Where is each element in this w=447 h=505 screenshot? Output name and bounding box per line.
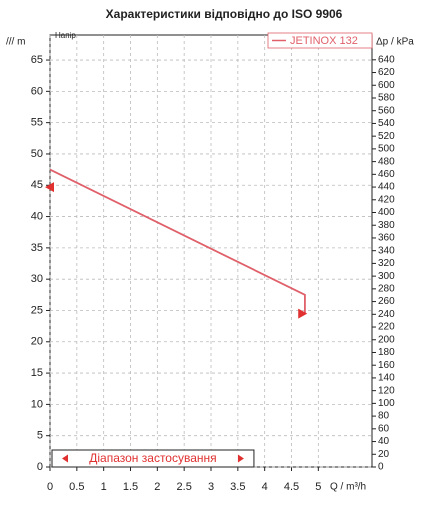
y2-tick-label: 220 — [378, 322, 395, 333]
y2-tick-label: 0 — [378, 462, 384, 473]
y2-tick-label: 160 — [378, 360, 395, 371]
y2-tick-label: 580 — [378, 93, 395, 104]
range-box — [51, 449, 255, 468]
operating-marker — [45, 182, 54, 193]
series-line — [49, 168, 306, 314]
y-tick-label: 55 — [31, 117, 43, 129]
y2-tick-label: 640 — [378, 54, 395, 65]
y2-tick-label: 40 — [378, 436, 390, 447]
y-axis-note: Напір — [55, 31, 76, 40]
legend-box — [267, 32, 373, 49]
y2-tick-label: 300 — [378, 271, 395, 282]
y2-tick-label: 420 — [378, 194, 395, 205]
y-tick-label: 50 — [31, 148, 43, 160]
y-tick-label: 30 — [31, 273, 43, 285]
y2-tick-label: 560 — [378, 105, 395, 116]
x-tick-label: 3.5 — [230, 481, 245, 493]
x-tick-label: 4 — [262, 481, 268, 493]
y-tick-label: 5 — [37, 430, 43, 442]
y-axis-label: /// m — [6, 37, 25, 48]
y-tick-label: 20 — [31, 336, 43, 348]
legend-label: JETINOX 132 — [290, 35, 358, 47]
range-arrow — [62, 454, 68, 463]
y-tick-label: 65 — [31, 54, 43, 66]
y-tick-label: 25 — [31, 304, 43, 316]
y2-tick-label: 440 — [378, 182, 395, 193]
y-tick-label: 45 — [31, 179, 43, 191]
y2-tick-label: 120 — [378, 385, 395, 396]
y2-tick-label: 360 — [378, 233, 395, 244]
y2-tick-label: 540 — [378, 118, 395, 129]
y-tick-label: 60 — [31, 85, 43, 97]
chart-title: Характеристики відповідно до ISO 9906 — [106, 7, 343, 21]
x-tick-label: 1.5 — [123, 481, 138, 493]
y2-tick-label: 400 — [378, 207, 395, 218]
x-tick-label: 2 — [154, 481, 160, 493]
y2-tick-label: 620 — [378, 67, 395, 78]
x-tick-label: 2.5 — [177, 481, 192, 493]
y2-tick-label: 140 — [378, 373, 395, 384]
operating-marker — [298, 308, 308, 319]
y2-tick-label: 20 — [378, 449, 390, 460]
y-tick-label: 15 — [31, 367, 43, 379]
y2-tick-label: 100 — [378, 398, 395, 409]
x-tick-label: 5 — [315, 481, 321, 493]
y2-tick-label: 500 — [378, 144, 395, 155]
y-tick-label: 10 — [31, 398, 43, 410]
y-tick-label: 35 — [31, 242, 43, 254]
y2-tick-label: 80 — [378, 411, 390, 422]
y2-tick-label: 600 — [378, 80, 395, 91]
y2-tick-label: 460 — [378, 169, 395, 180]
y2-tick-label: 520 — [378, 131, 395, 142]
y2-tick-label: 200 — [378, 334, 395, 345]
y2-tick-label: 480 — [378, 156, 395, 167]
y-tick-label: 0 — [37, 461, 43, 473]
range-arrow — [237, 454, 244, 463]
y2-tick-label: 60 — [378, 423, 390, 434]
x-tick-label: 3 — [208, 481, 214, 493]
y2-axis-label: Δp / kPa — [376, 37, 414, 48]
y2-tick-label: 180 — [378, 347, 395, 358]
y-tick-label: 40 — [31, 210, 43, 222]
y2-tick-label: 380 — [378, 220, 395, 231]
x-tick-label: 0.5 — [69, 481, 84, 493]
y2-tick-label: 260 — [378, 296, 395, 307]
x-axis-label: Q / m³/h — [330, 482, 366, 493]
range-label: Діапазон застосування — [89, 451, 216, 465]
x-tick-label: 4.5 — [284, 481, 299, 493]
y2-tick-label: 340 — [378, 245, 395, 256]
y2-tick-label: 240 — [378, 309, 395, 320]
y2-tick-label: 280 — [378, 283, 395, 294]
x-tick-label: 1 — [101, 481, 107, 493]
y2-tick-label: 320 — [378, 258, 395, 269]
x-tick-label: 0 — [47, 481, 53, 493]
